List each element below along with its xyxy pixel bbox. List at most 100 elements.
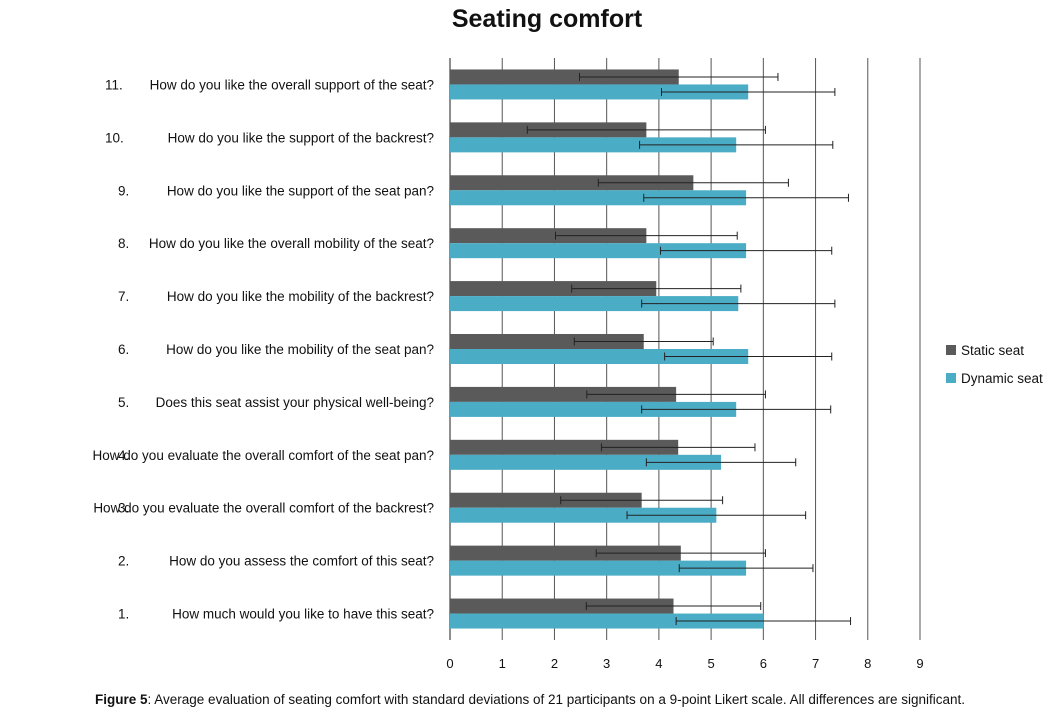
category-number: 11. — [105, 77, 123, 92]
category-number: 9. — [118, 183, 129, 198]
x-tick-6: 6 — [760, 656, 767, 671]
error-bar-static-7 — [571, 284, 742, 293]
bar-dynamic-9 — [450, 190, 747, 206]
bar-dynamic-7 — [450, 296, 739, 312]
category-labels: 1. How much would you like to have this s… — [93, 77, 434, 621]
x-tick-3: 3 — [603, 656, 610, 671]
bar-static-11 — [450, 69, 679, 85]
category-label-5: 5. Does this seat assist your physical we… — [118, 395, 434, 410]
category-text: How do you like the support of the backr… — [168, 130, 434, 145]
error-bar-static-1 — [585, 602, 762, 611]
x-tick-9: 9 — [916, 656, 923, 671]
x-tick-labels: 0 1 2 3 4 5 6 7 8 9 — [446, 656, 923, 671]
category-label-8: 8. How do you like the overall mobility o… — [118, 236, 434, 251]
error-bar-static-4 — [600, 443, 756, 452]
error-bar-dynamic-7 — [641, 299, 836, 308]
category-number: 7. — [118, 289, 129, 304]
error-bar-static-10 — [526, 125, 766, 134]
category-label-2: 2. How do you assess the comfort of this … — [118, 554, 434, 569]
bar-static-9 — [450, 175, 694, 191]
bar-dynamic-8 — [450, 243, 747, 259]
bar-dynamic-1 — [450, 613, 764, 629]
category-label-9: 9. How do you like the support of the sea… — [118, 183, 434, 198]
category-number: 6. — [118, 342, 129, 357]
bar-dynamic-3 — [450, 507, 717, 523]
bar-static-8 — [450, 228, 647, 244]
error-bar-static-2 — [595, 549, 766, 558]
x-tick-7: 7 — [812, 656, 819, 671]
category-text: How do you like the mobility of the seat… — [166, 342, 434, 357]
error-bar-dynamic-6 — [664, 352, 833, 361]
category-label-6: 6. How do you like the mobility of the se… — [118, 342, 434, 357]
bar-dynamic-6 — [450, 349, 749, 364]
category-number: 8. — [118, 236, 129, 251]
bar-static-4 — [450, 439, 679, 455]
legend-swatch — [946, 345, 956, 355]
bar-dynamic-10 — [450, 137, 737, 153]
error-bar-dynamic-9 — [643, 193, 849, 202]
category-text: How do you like the support of the seat … — [167, 183, 434, 198]
error-bar-static-6 — [573, 337, 714, 346]
category-text: How do you like the mobility of the back… — [167, 289, 434, 304]
legend-swatch — [946, 373, 956, 383]
x-tick-1: 1 — [499, 656, 506, 671]
category-text: How do you assess the comfort of this se… — [169, 554, 434, 569]
category-text: Does this seat assist your physical well… — [156, 395, 434, 410]
caption-text: : Average evaluation of seating comfort … — [147, 692, 965, 707]
category-text: How do you evaluate the overall comfort … — [93, 448, 434, 463]
bar-static-7 — [450, 281, 657, 297]
bar-static-3 — [450, 492, 642, 508]
error-bar-dynamic-3 — [626, 511, 807, 520]
legend-label: Static seat — [961, 343, 1024, 358]
error-bar-dynamic-10 — [639, 140, 834, 149]
category-number: 4. — [118, 448, 129, 463]
category-text: How do you like the overall support of t… — [150, 77, 434, 92]
error-bar-dynamic-2 — [678, 564, 814, 573]
bar-static-2 — [450, 545, 681, 561]
error-bar-dynamic-11 — [661, 87, 836, 96]
x-tick-2: 2 — [551, 656, 558, 671]
figure-caption: Figure 5: Average evaluation of seating … — [0, 692, 1060, 707]
error-bar-dynamic-1 — [675, 617, 852, 626]
x-tick-4: 4 — [655, 656, 662, 671]
category-number: 2. — [118, 554, 129, 569]
category-label-10: 10. How do you like the support of the ba… — [105, 130, 434, 145]
legend-item-dynamic: Dynamic seat — [946, 371, 1043, 386]
x-tick-5: 5 — [707, 656, 714, 671]
legend: Static seat Dynamic seat — [946, 343, 1043, 386]
legend-item-static: Static seat — [946, 343, 1024, 358]
error-bar-static-5 — [586, 390, 766, 399]
bars — [450, 69, 764, 629]
error-bar-static-8 — [554, 231, 738, 240]
category-number: 1. — [118, 607, 129, 622]
category-text: How much would you like to have this sea… — [172, 607, 434, 622]
category-text: How do you evaluate the overall comfort … — [93, 501, 434, 516]
legend-label: Dynamic seat — [961, 371, 1043, 386]
error-bar-dynamic-5 — [641, 405, 832, 414]
category-number: 10. — [105, 130, 124, 145]
category-text: How do you like the overall mobility of … — [149, 236, 434, 251]
bar-dynamic-4 — [450, 454, 722, 470]
category-label-11: 11. How do you like the overall support o… — [105, 77, 434, 92]
category-number: 5. — [118, 395, 129, 410]
bar-dynamic-5 — [450, 401, 737, 417]
bar-static-6 — [450, 334, 644, 349]
error-bar-static-9 — [597, 178, 789, 187]
category-label-1: 1. How much would you like to have this s… — [118, 607, 434, 622]
category-number: 3. — [118, 501, 129, 516]
bar-dynamic-11 — [450, 84, 749, 100]
bar-dynamic-2 — [450, 560, 747, 576]
category-label-3: 3.How do you evaluate the overall comfor… — [93, 501, 434, 516]
error-bar-static-3 — [560, 496, 724, 505]
error-bar-static-11 — [579, 72, 779, 81]
x-tick-8: 8 — [864, 656, 871, 671]
bar-static-1 — [450, 598, 674, 614]
chart: Seating comfort 1. How much would you lik… — [93, 5, 1043, 671]
bar-static-5 — [450, 386, 677, 402]
category-label-7: 7. How do you like the mobility of the ba… — [118, 289, 434, 304]
error-bar-dynamic-8 — [659, 246, 833, 255]
error-bar-dynamic-4 — [645, 458, 797, 467]
x-tick-0: 0 — [446, 656, 453, 671]
chart-title: Seating comfort — [452, 5, 643, 33]
category-label-4: 4.How do you evaluate the overall comfor… — [93, 448, 434, 463]
